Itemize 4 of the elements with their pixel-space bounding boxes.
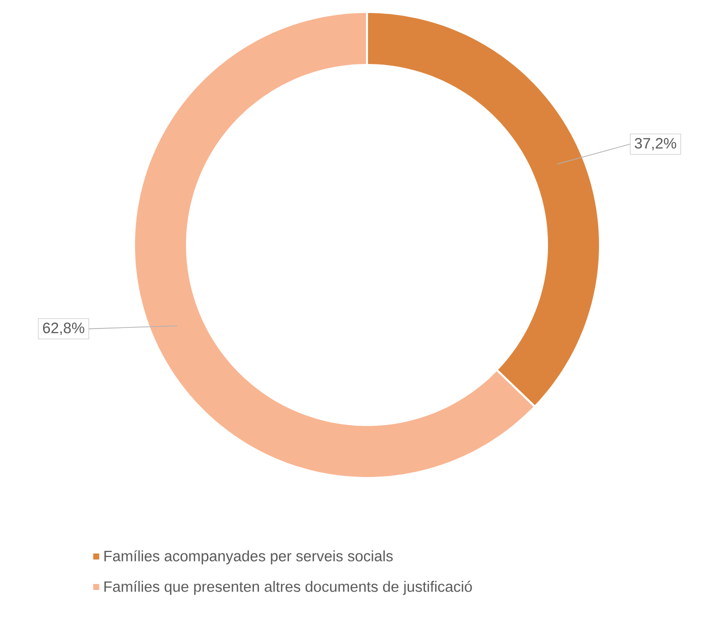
- legend-label: Famílies acompanyades per serveis socials: [104, 550, 393, 564]
- legend-label: Famílies que presenten altres documents de justificació: [104, 580, 472, 595]
- data-label: 62,8%: [43, 322, 84, 335]
- data-label: 37,2%: [634, 138, 676, 150]
